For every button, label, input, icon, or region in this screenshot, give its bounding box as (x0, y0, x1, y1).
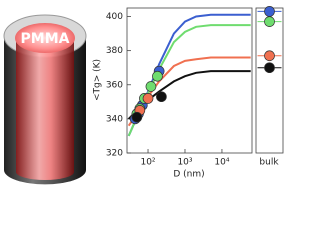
data-point (152, 70, 163, 82)
x-axis-label: D (nm) (173, 170, 204, 180)
y-tick-label: 400 (106, 12, 123, 22)
bulk-point (264, 50, 275, 62)
data-point (131, 111, 143, 123)
cylinder-illustration: PMMA (3, 14, 87, 185)
fit-curve (127, 24, 251, 137)
inner-cylinder (16, 38, 74, 180)
material-label: PMMA (21, 31, 70, 47)
data-point (142, 93, 154, 104)
y-tick-label: 360 (106, 80, 123, 90)
x-tick-label: 10⁴ (214, 158, 229, 168)
bulk-point (264, 16, 275, 27)
plot-frame (126, 7, 253, 154)
y-tick-label: 340 (106, 114, 123, 124)
inner-top (15, 23, 75, 53)
bulk-point (264, 6, 275, 17)
bulk-label: bulk (259, 158, 279, 168)
y-tick-label: 380 (106, 46, 123, 56)
x-tick-label: 10³ (177, 158, 192, 168)
figure: PMMA D (nm) bulk <Tg> (K) 320 340 360 380 40… (3, 6, 284, 185)
y-tick-label: 320 (106, 149, 123, 159)
data-point (156, 91, 167, 103)
bulk-point (264, 62, 275, 74)
y-axis-label: <Tg> (K) (93, 59, 103, 101)
bulk-frame (255, 7, 284, 154)
x-tick-label: 10² (140, 158, 155, 168)
data-point (145, 81, 157, 92)
